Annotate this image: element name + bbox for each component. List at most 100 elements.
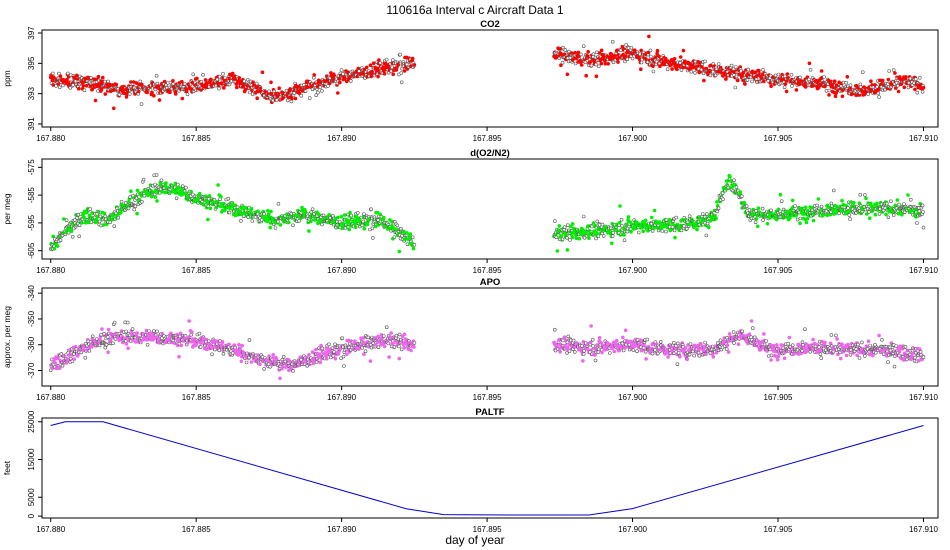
data-point [798,75,802,80]
data-point [920,203,925,208]
data-point [897,75,902,79]
data-point [557,224,562,228]
data-point [77,86,81,91]
data-point [221,351,226,356]
data-point [89,76,93,80]
data-point [607,351,612,355]
data-point [570,222,575,226]
data-point [687,352,692,357]
data-point [108,338,113,342]
data-point [586,224,591,228]
data-point [617,348,622,353]
data-point [745,78,750,82]
data-point [579,52,583,57]
data-point [131,338,135,343]
data-point [603,61,608,66]
data-point [660,229,665,233]
data-point [739,69,743,73]
data-point [599,61,604,66]
data-point [805,217,810,221]
data-point [189,189,193,194]
data-point [386,341,391,346]
data-point [571,338,576,343]
data-point [55,244,60,248]
data-point [580,232,584,237]
data-point [58,238,63,242]
data-point [390,65,394,70]
data-point [622,233,626,237]
plot-area [48,319,926,381]
data-point [875,201,879,206]
data-point [258,86,263,90]
data-point [180,96,185,101]
data-point [672,228,677,233]
data-point [76,353,80,358]
data-point [373,342,378,347]
data-point [103,345,108,350]
data-point [246,215,250,219]
data-point [276,201,281,206]
data-point [176,185,181,190]
data-point [612,349,617,354]
data-point [711,355,716,359]
data-point [815,203,819,208]
data-point [124,329,128,334]
data-point [798,221,802,225]
data-point [100,327,104,331]
data-point [747,208,752,212]
data-point [391,72,396,77]
data-point [281,354,286,359]
data-point [48,368,53,373]
data-point [102,211,107,216]
y-axis-label: ppm [2,70,12,87]
data-point [376,334,380,339]
data-point [140,200,144,204]
data-point [169,331,173,336]
data-point [227,210,232,215]
x-tick-label: 167.910 [909,134,938,143]
data-point [318,85,323,90]
data-point [625,57,630,62]
data-point [132,207,136,212]
data-point [913,77,918,81]
data-point [297,91,302,96]
data-point [715,341,720,345]
data-point [335,91,340,95]
data-point [761,68,765,72]
data-point [254,81,259,86]
data-point [664,229,668,234]
data-point [235,205,240,209]
data-point [370,226,375,231]
data-point [179,343,184,348]
data-point [779,199,784,203]
data-point [757,68,761,73]
data-point [891,213,896,217]
x-tick-label: 167.880 [36,134,65,143]
data-point [207,194,212,198]
data-point [840,94,845,99]
data-point [71,83,75,87]
data-point [708,73,713,78]
data-point [708,63,713,68]
data-point [641,346,646,350]
x-tick-label: 167.885 [182,134,211,143]
data-point [148,88,153,92]
data-point [610,234,615,238]
data-point [398,52,402,57]
data-point [897,202,901,207]
data-point [714,350,719,355]
y-tick-label: -575 [27,159,36,176]
y-tick-label: 395 [27,56,36,70]
data-point [617,220,622,225]
data-point [565,72,570,77]
data-point [676,351,681,355]
data-point [388,218,392,222]
data-point [670,67,674,71]
data-point [626,215,631,219]
data-point [410,235,415,240]
data-point [596,234,601,238]
data-point [643,349,648,354]
panel-title: d(O2/N2) [470,148,510,159]
data-point [97,219,102,224]
